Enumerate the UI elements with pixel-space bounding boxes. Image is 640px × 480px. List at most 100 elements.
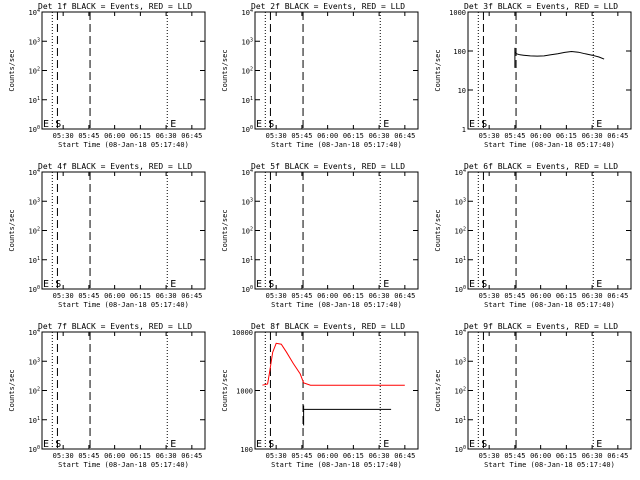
y-tick-label: 102 (242, 227, 253, 236)
y-tick-label: 100 (29, 125, 40, 134)
x-tick-label: 06:30 (582, 132, 603, 140)
time-marker-label: E (170, 279, 176, 290)
plot-frame (467, 331, 632, 450)
y-tick-label: 104 (242, 168, 253, 177)
x-tick-label: 06:45 (181, 452, 202, 460)
x-tick-label: 06:45 (607, 452, 628, 460)
x-tick-label: 06:45 (394, 292, 415, 300)
panel-title: Det 5f BLACK = Events, RED = LLD (251, 162, 405, 171)
plot-frame (254, 171, 419, 290)
x-tick-label: 06:00 (530, 452, 551, 460)
x-tick-label: 06:30 (156, 452, 177, 460)
y-axis-label: Counts/sec (221, 209, 229, 251)
x-tick-label: 06:30 (582, 292, 603, 300)
y-tick-label: 101 (242, 256, 253, 265)
x-tick-label: 06:15 (343, 452, 364, 460)
x-tick-label: 06:30 (582, 452, 603, 460)
y-tick-label: 10 (458, 87, 466, 95)
plot-frame (41, 11, 206, 130)
panel-title: Det 3f BLACK = Events, RED = LLD (464, 2, 618, 11)
x-tick-label: 06:30 (156, 132, 177, 140)
x-tick-label: 06:15 (556, 452, 577, 460)
y-tick-label: 100 (453, 48, 466, 56)
time-marker-label: E (469, 279, 475, 290)
y-tick-label: 104 (242, 8, 253, 17)
y-tick-label: 104 (455, 328, 466, 337)
x-tick-label: 05:45 (78, 452, 99, 460)
x-tick-label: 06:30 (369, 292, 390, 300)
x-tick-label: 06:45 (181, 292, 202, 300)
detector-panel: Det 2f BLACK = Events, RED = LLD 05:30 05:… (221, 2, 419, 149)
x-axis-label: Start Time (08-Jan-18 05:17:40) (58, 141, 189, 149)
x-tick-label: 06:45 (394, 132, 415, 140)
y-axis-label: Counts/sec (434, 209, 442, 251)
time-marker-label: S (268, 439, 274, 450)
x-tick-label: 06:30 (369, 452, 390, 460)
y-axis-label: Counts/sec (434, 49, 442, 91)
y-tick-label: 100 (455, 445, 466, 454)
x-axis-label: Start Time (08-Jan-18 05:17:40) (484, 141, 615, 149)
x-tick-label: 06:15 (556, 292, 577, 300)
x-tick-label: 05:30 (53, 452, 74, 460)
panel-title: Det 9f BLACK = Events, RED = LLD (464, 322, 618, 331)
x-tick-label: 06:00 (104, 452, 125, 460)
x-tick-label: 06:00 (104, 132, 125, 140)
time-marker-label: E (383, 279, 389, 290)
time-marker-label: E (596, 439, 602, 450)
x-tick-label: 05:30 (479, 132, 500, 140)
y-tick-label: 100 (242, 125, 253, 134)
time-marker-label: S (481, 439, 487, 450)
plot-frame (467, 11, 632, 130)
time-marker-label: E (43, 279, 49, 290)
y-tick-label: 101 (29, 96, 40, 105)
x-tick-label: 05:45 (504, 452, 525, 460)
x-axis-label: Start Time (08-Jan-18 05:17:40) (484, 301, 615, 309)
x-tick-label: 06:00 (317, 132, 338, 140)
x-axis-label: Start Time (08-Jan-18 05:17:40) (484, 461, 615, 469)
y-tick-label: 102 (242, 67, 253, 76)
time-marker-label: E (383, 119, 389, 130)
y-tick-label: 103 (455, 357, 466, 366)
x-tick-label: 05:30 (479, 292, 500, 300)
plot-frame (254, 11, 419, 130)
detector-panel: Det 6f BLACK = Events, RED = LLD 05:30 05:… (434, 162, 632, 309)
x-tick-label: 06:45 (607, 292, 628, 300)
detector-panel: Det 4f BLACK = Events, RED = LLD 05:30 05:… (8, 162, 206, 309)
x-tick-label: 06:15 (556, 132, 577, 140)
detector-panel: Det 9f BLACK = Events, RED = LLD 05:30 05:… (434, 322, 632, 469)
y-tick-label: 103 (455, 197, 466, 206)
panel-title: Det 6f BLACK = Events, RED = LLD (464, 162, 618, 171)
x-tick-label: 05:30 (479, 452, 500, 460)
event-rate-line (514, 50, 605, 60)
time-marker-label: S (55, 279, 61, 290)
x-tick-label: 06:15 (130, 132, 151, 140)
y-tick-label: 1000 (449, 9, 466, 17)
x-tick-label: 05:45 (78, 292, 99, 300)
time-marker-label: E (43, 439, 49, 450)
x-tick-label: 06:00 (317, 452, 338, 460)
y-tick-label: 1 (462, 126, 466, 134)
detector-panel: Det 1f BLACK = Events, RED = LLD 05:30 05:… (8, 2, 206, 149)
time-marker-label: S (268, 279, 274, 290)
time-marker-label: E (596, 119, 602, 130)
plot-frame (41, 171, 206, 290)
y-tick-label: 104 (29, 8, 40, 17)
time-marker-label: E (256, 119, 262, 130)
x-tick-label: 06:00 (530, 132, 551, 140)
x-tick-label: 06:45 (607, 132, 628, 140)
plot-frame (254, 331, 419, 450)
time-marker-label: S (268, 119, 274, 130)
x-tick-label: 06:00 (530, 292, 551, 300)
y-axis-label: Counts/sec (221, 49, 229, 91)
y-tick-label: 101 (242, 96, 253, 105)
x-axis-label: Start Time (08-Jan-18 05:17:40) (271, 301, 402, 309)
x-tick-label: 05:30 (266, 292, 287, 300)
time-marker-label: S (481, 119, 487, 130)
panel-title: Det 7f BLACK = Events, RED = LLD (38, 322, 192, 331)
time-marker-label: E (43, 119, 49, 130)
panel-title: Det 1f BLACK = Events, RED = LLD (38, 2, 192, 11)
detector-panel: Det 3f BLACK = Events, RED = LLD 05:30 05:… (434, 2, 632, 149)
x-axis-label: Start Time (08-Jan-18 05:17:40) (58, 461, 189, 469)
time-marker-label: E (469, 119, 475, 130)
